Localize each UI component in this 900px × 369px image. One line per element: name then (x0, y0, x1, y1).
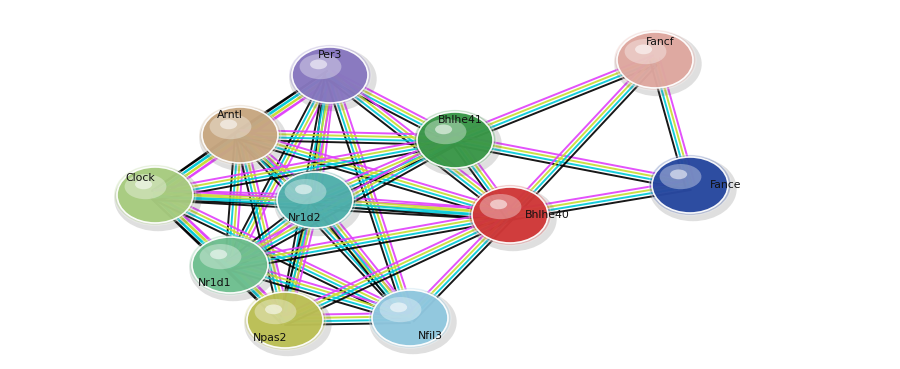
Ellipse shape (289, 47, 377, 111)
Ellipse shape (244, 292, 332, 356)
Ellipse shape (417, 112, 493, 168)
Ellipse shape (614, 30, 696, 90)
Ellipse shape (625, 39, 666, 64)
Ellipse shape (490, 200, 508, 209)
Ellipse shape (117, 167, 193, 223)
Ellipse shape (310, 59, 328, 69)
Text: Per3: Per3 (318, 50, 342, 60)
Ellipse shape (210, 114, 251, 139)
Ellipse shape (199, 105, 281, 165)
Text: Arntl: Arntl (217, 110, 243, 120)
Ellipse shape (300, 54, 341, 79)
Ellipse shape (414, 112, 501, 176)
Text: Clock: Clock (125, 173, 155, 183)
Text: Npas2: Npas2 (253, 333, 287, 343)
Ellipse shape (277, 172, 353, 228)
Ellipse shape (135, 179, 152, 189)
Ellipse shape (284, 179, 327, 204)
Text: Fance: Fance (710, 180, 742, 190)
Ellipse shape (652, 157, 728, 213)
Ellipse shape (124, 174, 166, 199)
Ellipse shape (295, 184, 312, 194)
Ellipse shape (435, 124, 452, 134)
Ellipse shape (660, 164, 701, 189)
Ellipse shape (649, 157, 737, 221)
Ellipse shape (390, 303, 407, 312)
Text: Nfil3: Nfil3 (418, 331, 443, 341)
Ellipse shape (425, 119, 466, 144)
Ellipse shape (369, 290, 456, 354)
Ellipse shape (635, 44, 652, 54)
Ellipse shape (380, 297, 421, 322)
Ellipse shape (617, 32, 693, 88)
Ellipse shape (200, 244, 241, 269)
Ellipse shape (210, 249, 227, 259)
Ellipse shape (414, 110, 496, 170)
Ellipse shape (247, 292, 323, 348)
Ellipse shape (469, 187, 557, 251)
Ellipse shape (244, 290, 326, 350)
Ellipse shape (255, 299, 296, 324)
Text: Bhlhe40: Bhlhe40 (525, 210, 570, 220)
Ellipse shape (220, 120, 238, 129)
Ellipse shape (274, 170, 356, 230)
Ellipse shape (199, 107, 287, 171)
Ellipse shape (189, 237, 276, 301)
Ellipse shape (202, 107, 278, 163)
Ellipse shape (192, 237, 268, 293)
Text: Fancf: Fancf (645, 37, 674, 47)
Ellipse shape (114, 167, 202, 231)
Ellipse shape (372, 290, 448, 346)
Ellipse shape (649, 155, 731, 215)
Ellipse shape (480, 194, 521, 219)
Ellipse shape (469, 185, 551, 245)
Ellipse shape (369, 288, 451, 348)
Ellipse shape (289, 45, 371, 105)
Ellipse shape (189, 235, 271, 295)
Ellipse shape (114, 165, 196, 225)
Text: Nr1d1: Nr1d1 (198, 278, 232, 288)
Ellipse shape (274, 172, 362, 236)
Ellipse shape (292, 47, 368, 103)
Ellipse shape (265, 304, 283, 314)
Text: Nr1d2: Nr1d2 (288, 213, 322, 223)
Ellipse shape (472, 187, 548, 243)
Ellipse shape (670, 169, 688, 179)
Text: Bhlhe41: Bhlhe41 (437, 115, 482, 125)
Ellipse shape (615, 32, 702, 96)
